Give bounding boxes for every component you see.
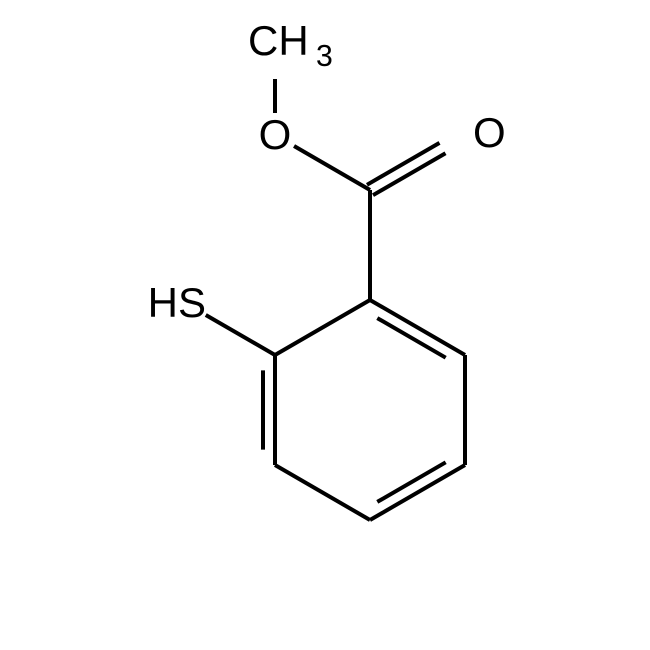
atom-label-O-carbonyl: O (473, 109, 506, 156)
bonds-group (206, 79, 465, 520)
atom-label-O-ester: O (259, 111, 292, 158)
atom-label-HS: HS (148, 279, 206, 326)
atom-label-CH3-sub: 3 (316, 40, 333, 73)
atom-label-CH: CH (248, 17, 309, 64)
labels-group: O O CH3 HS (148, 17, 506, 326)
molecule-diagram: O O CH3 HS (0, 0, 650, 650)
